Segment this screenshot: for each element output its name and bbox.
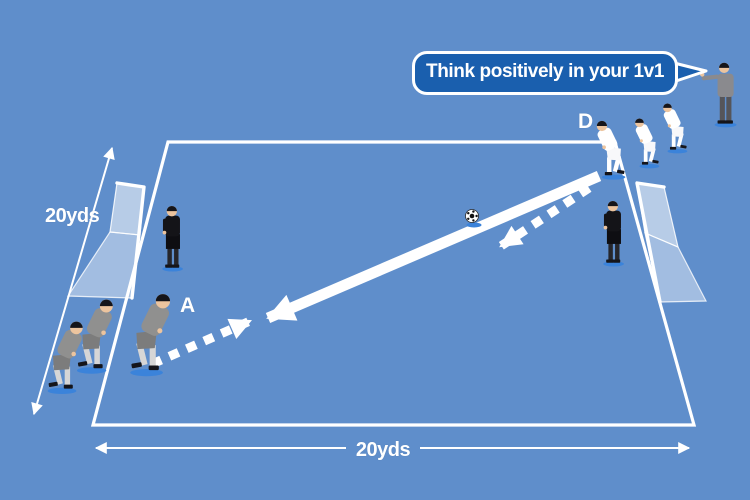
label-defender-d: D [578, 110, 593, 133]
pass-arrow [265, 170, 602, 324]
player-dark-defender-left-figure [162, 206, 183, 272]
dimension-label-left: 20yds [45, 205, 100, 227]
goal-right [635, 181, 707, 304]
player-gray-waiting-1-figure [47, 321, 84, 395]
run-arrow-attacker-a [150, 316, 253, 369]
speech-bubble: Think positively in your 1v1 [412, 51, 678, 95]
player-dark-defender-right-figure [603, 201, 624, 267]
label-attacker-a: A [180, 294, 195, 317]
pitch-outline [90, 140, 697, 427]
player-defender-d-figure [596, 120, 626, 180]
player-white-waiting-2-figure [662, 103, 688, 154]
dimension-arrow-left [31, 146, 115, 416]
player-attacker-a-figure [130, 294, 172, 377]
player-white-waiting-1-figure [634, 118, 660, 169]
goal-left [66, 181, 146, 300]
dimension-label-bottom: 20yds [355, 439, 411, 461]
soccer-ball-icon [465, 209, 482, 228]
